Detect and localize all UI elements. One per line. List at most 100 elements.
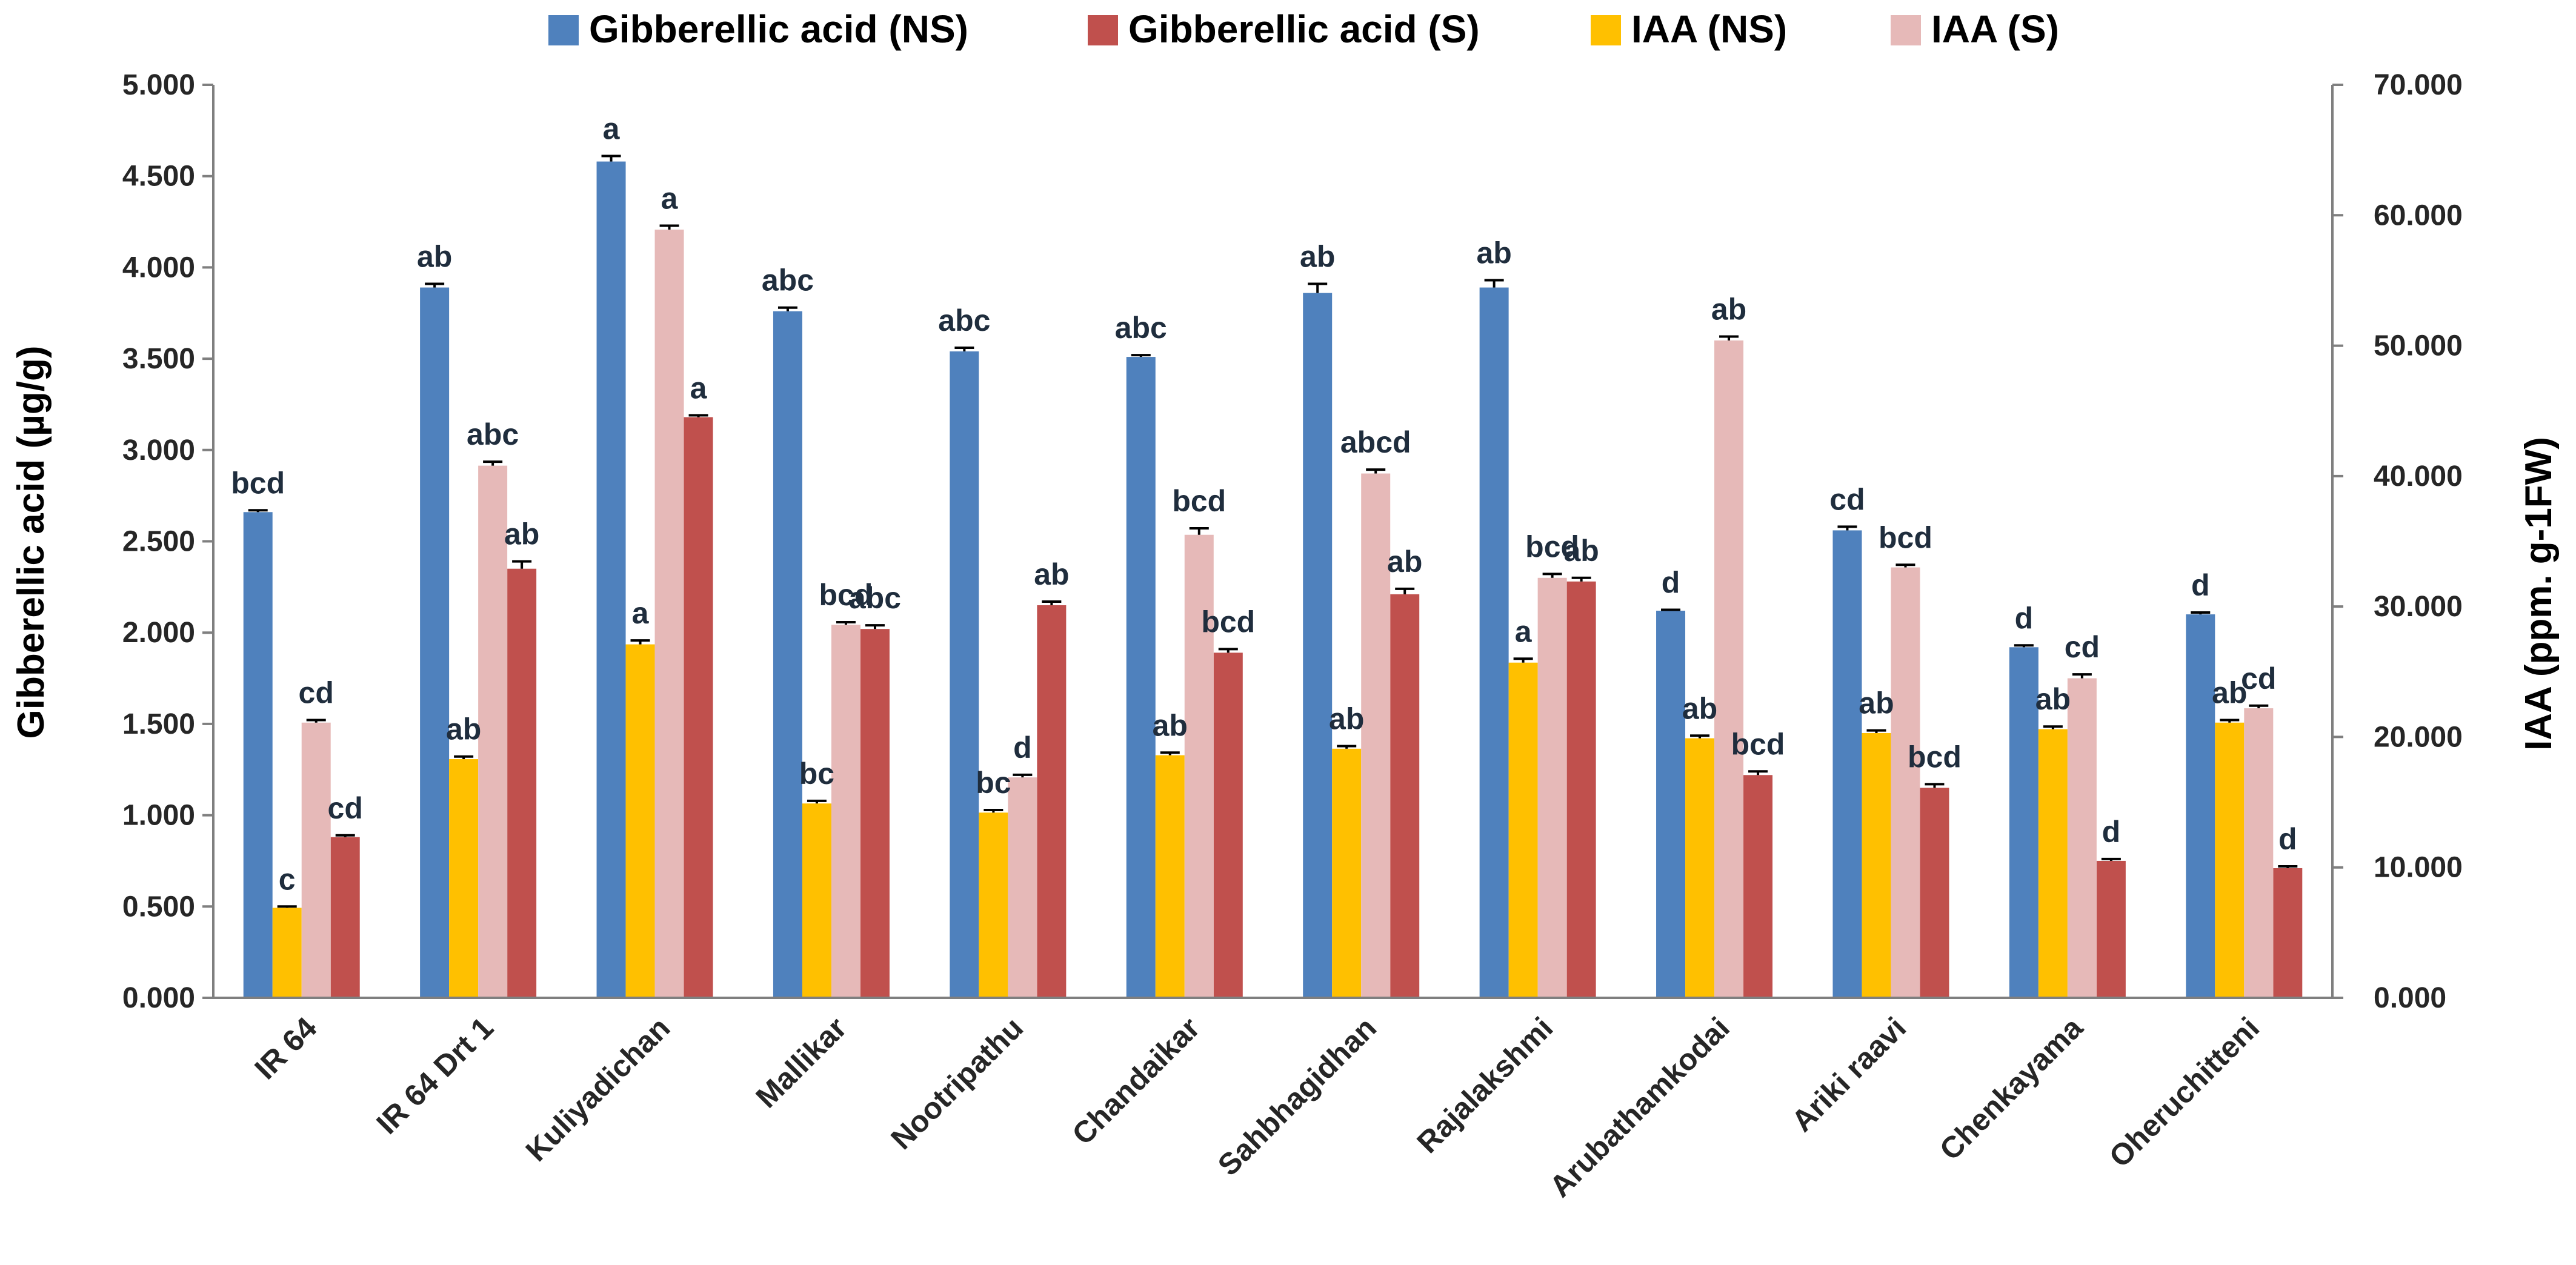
x-tick-label: Arubathamkodai xyxy=(1543,1011,1736,1204)
significance-label: bcd xyxy=(1879,520,1932,554)
significance-label: abc xyxy=(938,304,990,337)
bar-iaa-ns-mallikar xyxy=(802,803,831,998)
significance-label: bcd xyxy=(231,466,285,500)
bar-gibberellic-acid-s-chenkayama xyxy=(2096,860,2126,998)
bar-gibberellic-acid-s-oheruchitteni xyxy=(2273,868,2303,998)
significance-label: d xyxy=(2015,601,2034,635)
bar-gibberellic-acid-ns-ir-64-drt-1 xyxy=(420,287,450,998)
bar-gibberellic-acid-ns-ariki-raavi xyxy=(1832,530,1862,998)
bar-gibberellic-acid-s-arubathamkodai xyxy=(1743,775,1773,998)
y2-tick-label: 30.000 xyxy=(2374,591,2463,623)
significance-label: d xyxy=(2191,568,2210,602)
bar-gibberellic-acid-s-mallikar xyxy=(860,629,890,998)
significance-label: abc xyxy=(1115,311,1167,345)
significance-label: a xyxy=(632,596,650,630)
significance-label: bcd xyxy=(1172,484,1226,518)
bar-iaa-ns-ir-64-drt-1 xyxy=(449,759,479,998)
bar-gibberellic-acid-ns-chenkayama xyxy=(2009,647,2039,998)
y2-axis-title: IAA (ppm. g-1FW) xyxy=(2518,437,2560,751)
significance-label: ab xyxy=(1859,686,1894,720)
significance-label: bcd xyxy=(1731,727,1785,761)
bar-iaa-ns-sahbhagidhan xyxy=(1332,748,1362,998)
significance-label: cd xyxy=(299,676,334,709)
significance-label: bcd xyxy=(1908,740,1962,774)
legend-swatch-iaa-ns xyxy=(1591,15,1621,45)
significance-label: a xyxy=(603,112,621,146)
y-tick-label: 2.500 xyxy=(122,526,195,558)
significance-label: cd xyxy=(328,791,363,825)
significance-label: bc xyxy=(976,766,1011,800)
significance-label: bcd xyxy=(1201,605,1255,639)
significance-label: abc xyxy=(467,417,519,451)
bar-iaa-s-chandaikar xyxy=(1184,534,1214,998)
significance-label: abc xyxy=(762,264,814,297)
bar-iaa-ns-ariki-raavi xyxy=(1862,732,1891,998)
legend-label-iaa-s: IAA (S) xyxy=(1931,7,2059,51)
bar-iaa-s-oheruchitteni xyxy=(2244,708,2274,998)
significance-label: a xyxy=(661,182,679,216)
bar-iaa-s-arubathamkodai xyxy=(1714,340,1744,998)
bar-iaa-s-rajalakshmi xyxy=(1537,577,1567,998)
bar-gibberellic-acid-s-sahbhagidhan xyxy=(1390,594,1420,998)
significance-label: bc xyxy=(799,757,834,791)
x-tick-label: IR 64 xyxy=(248,1011,323,1086)
significance-label: ab xyxy=(1387,545,1422,579)
legend-label-gibberellic-ns: Gibberellic acid (NS) xyxy=(589,7,968,51)
bars xyxy=(243,154,2303,998)
significance-label: ab xyxy=(446,712,481,746)
bar-gibberellic-acid-ns-nootripathu xyxy=(950,351,979,998)
bar-iaa-ns-kuliyadichan xyxy=(625,644,655,998)
significance-label: cd xyxy=(2065,630,2100,664)
y-axis-ticks: 0.000 0.500 1.000 1.500 2.000 2.500 3.000 3.500… xyxy=(122,69,213,1014)
y-axis-title: Gibberellic acid (µg/g) xyxy=(10,346,52,739)
y-tick-label: 0.500 xyxy=(122,891,195,923)
significance-label: abcd xyxy=(1340,425,1411,459)
significance-label: ab xyxy=(1711,293,1746,327)
bar-iaa-ns-ir-64 xyxy=(272,908,302,998)
legend-label-gibberellic-s: Gibberellic acid (S) xyxy=(1128,7,1480,51)
bar-iaa-ns-arubathamkodai xyxy=(1685,738,1715,998)
bar-gibberellic-acid-s-ir-64 xyxy=(330,837,360,998)
bar-iaa-s-ir-64-drt-1 xyxy=(478,465,508,998)
y2-tick-label: 70.000 xyxy=(2374,69,2463,101)
x-tick-label: Nootripathu xyxy=(884,1011,1030,1156)
significance-label: c xyxy=(279,862,296,896)
y-tick-label: 3.000 xyxy=(122,434,195,466)
significance-label: ab xyxy=(2212,676,2247,709)
legend-swatch-gibberellic-s xyxy=(1088,15,1118,45)
bar-iaa-ns-nootripathu xyxy=(979,812,1008,998)
bar-iaa-ns-oheruchitteni xyxy=(2215,722,2245,998)
significance-label: d xyxy=(2102,815,2121,849)
category-labels: IR 64 IR 64 Drt 1 Kuliyadichan Mallikar Noot… xyxy=(248,1010,2266,1203)
x-tick-label: Kuliyadichan xyxy=(519,1011,677,1168)
significance-label: bcd xyxy=(1525,530,1579,563)
significance-label: d xyxy=(2278,822,2297,856)
significance-label: ab xyxy=(1153,708,1188,742)
x-tick-label: Sahbhagidhan xyxy=(1211,1011,1383,1182)
bar-iaa-ns-rajalakshmi xyxy=(1508,662,1538,998)
x-tick-label: Rajalakshmi xyxy=(1410,1011,1559,1160)
y2-tick-label: 0.000 xyxy=(2374,982,2446,1014)
significance-label: d xyxy=(1662,566,1680,600)
significance-label: cd xyxy=(1829,482,1865,516)
bar-gibberellic-acid-ns-arubathamkodai xyxy=(1656,611,1686,998)
legend-swatch-gibberellic-ns xyxy=(548,15,579,45)
y2-tick-label: 40.000 xyxy=(2374,460,2463,493)
significance-label: d xyxy=(1013,731,1032,765)
significance-label: ab xyxy=(1034,557,1069,591)
significance-label: bcd xyxy=(819,578,873,612)
bar-gibberellic-acid-ns-chandaikar xyxy=(1126,357,1156,998)
x-tick-label: Ariki raavi xyxy=(1785,1011,1913,1138)
bar-gibberellic-acid-s-nootripathu xyxy=(1037,605,1067,998)
bar-gibberellic-acid-ns-oheruchitteni xyxy=(2186,614,2215,998)
significance-label: ab xyxy=(504,517,539,551)
significance-label: ab xyxy=(1563,534,1599,568)
significance-label: ab xyxy=(1300,240,1335,274)
bar-iaa-s-sahbhagidhan xyxy=(1361,473,1391,998)
y-tick-label: 4.500 xyxy=(122,161,195,193)
y2-tick-label: 50.000 xyxy=(2374,330,2463,362)
significance-label: ab xyxy=(1682,691,1717,725)
x-tick-label: Mallikar xyxy=(749,1011,853,1114)
y2-tick-label: 20.000 xyxy=(2374,721,2463,753)
